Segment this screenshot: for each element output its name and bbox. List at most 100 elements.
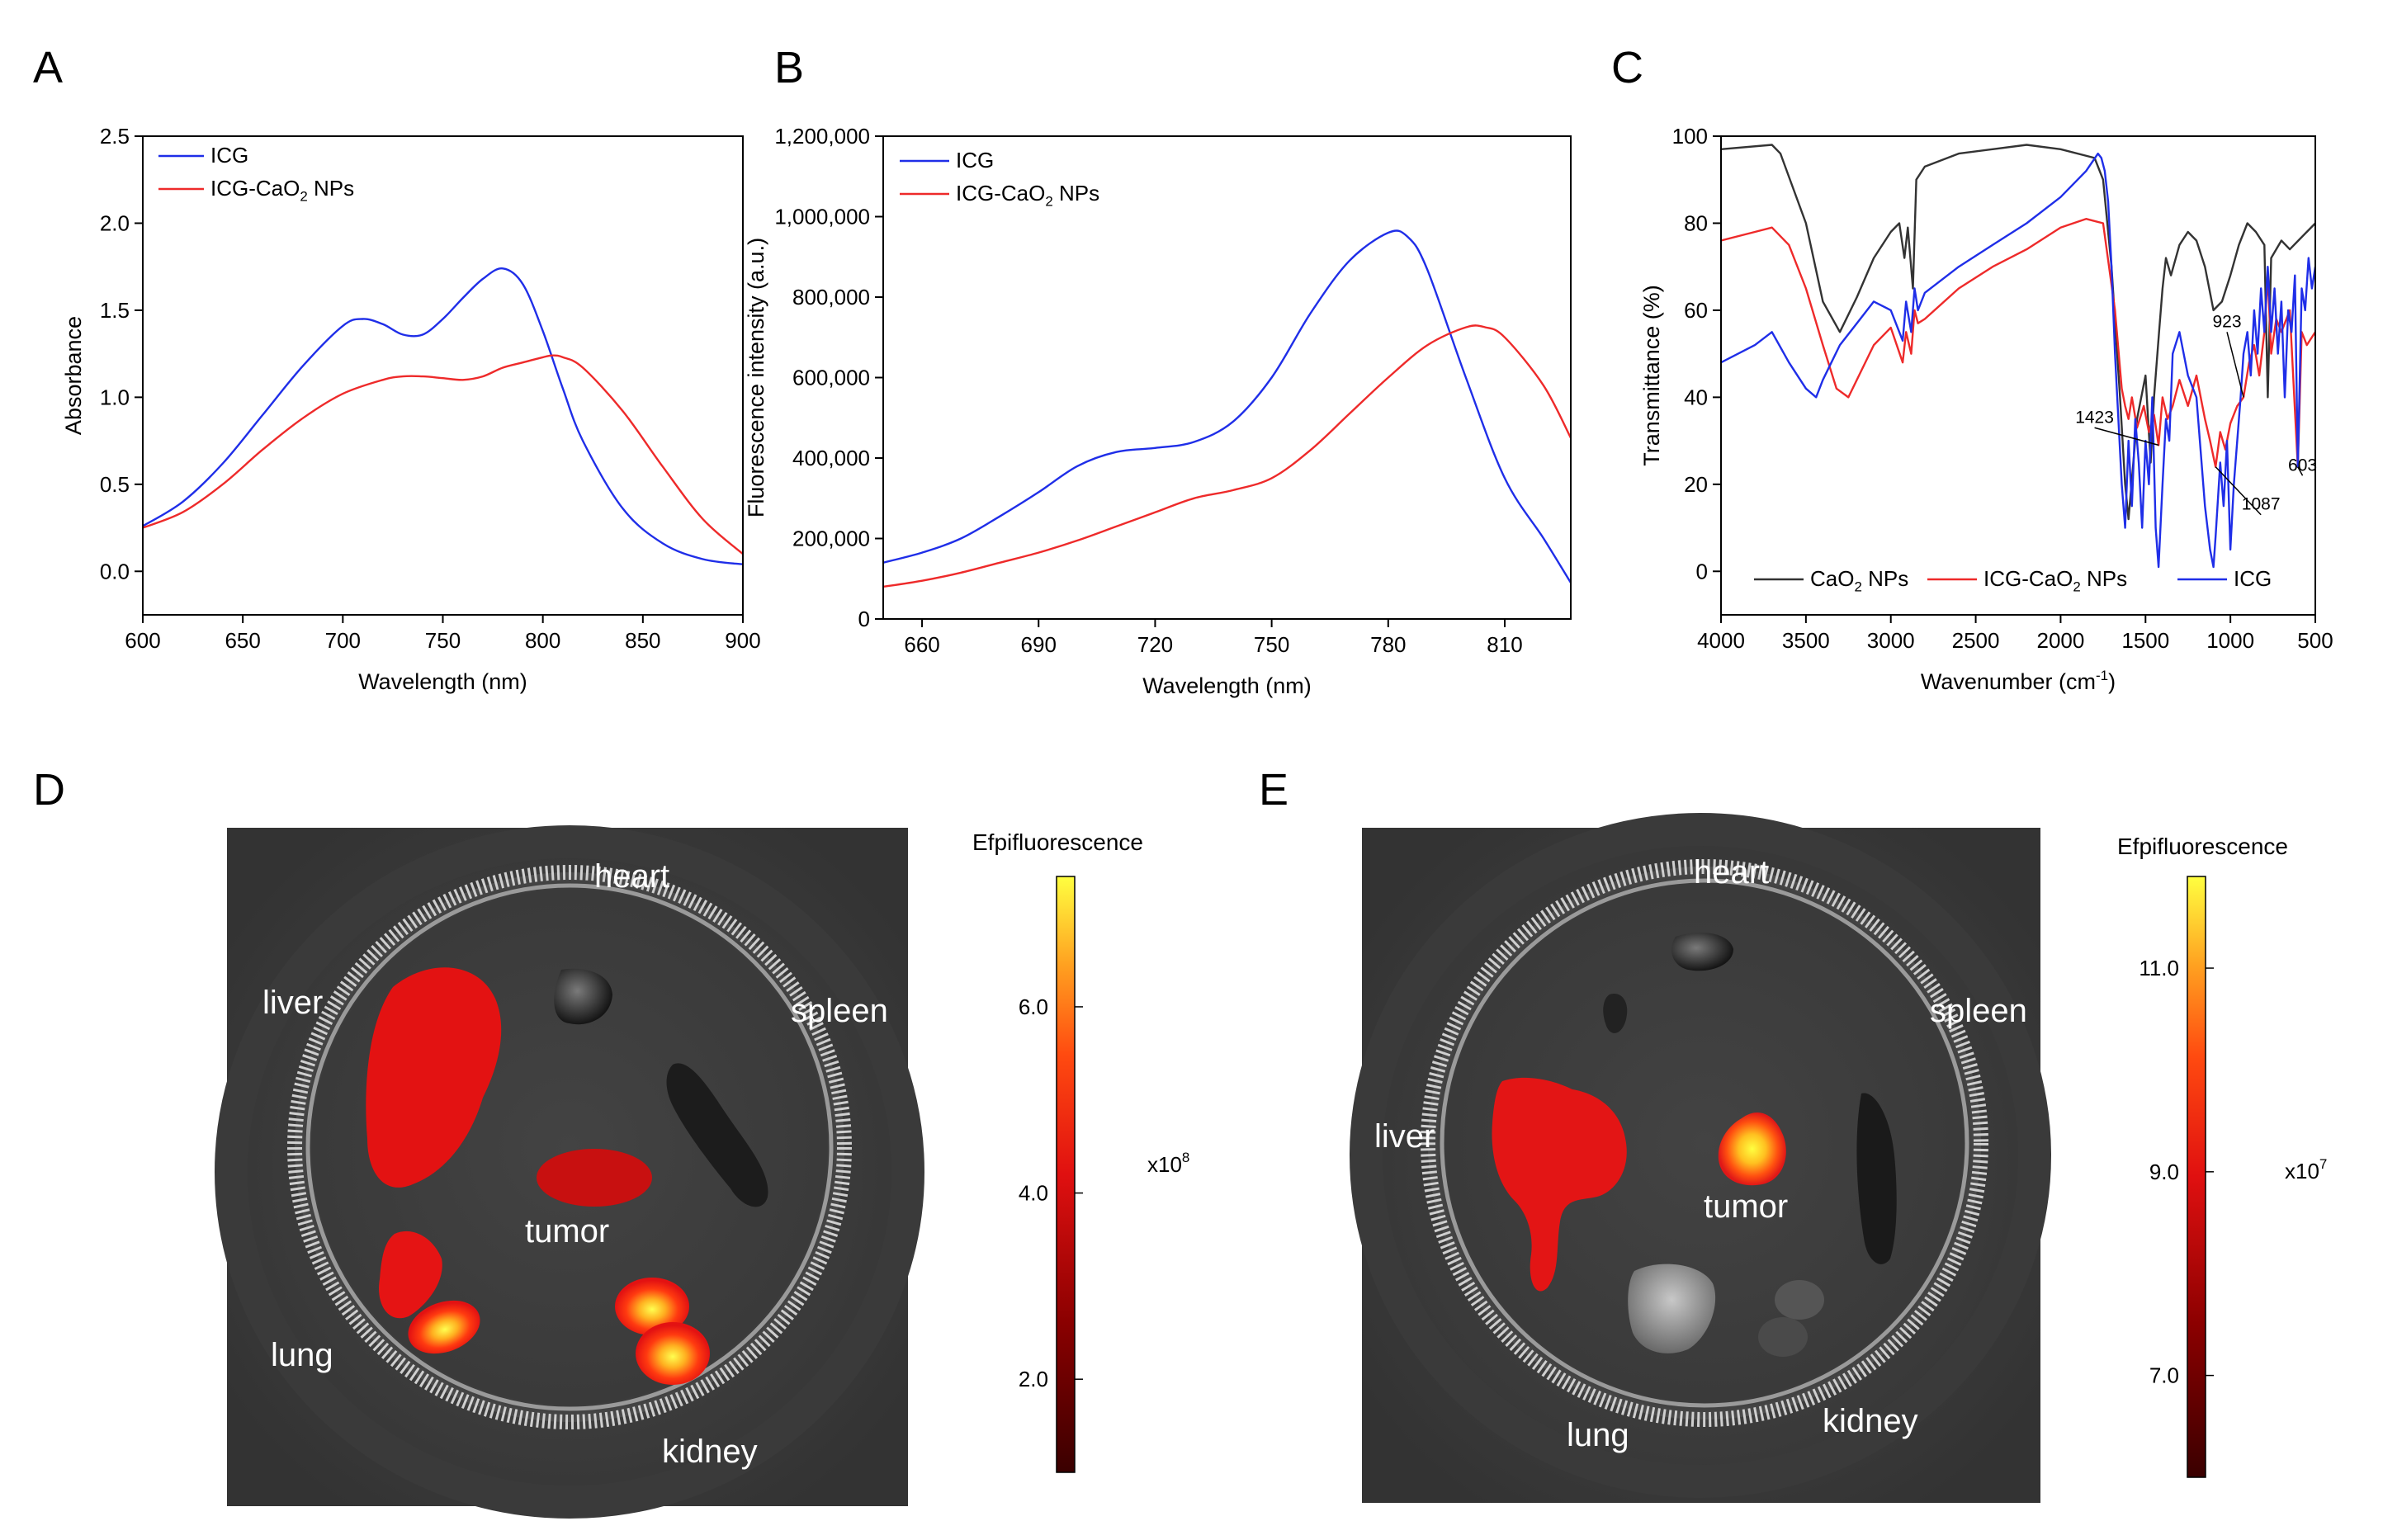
liver-d [366, 967, 502, 1188]
organ-label-lung-d: lung [271, 1337, 333, 1373]
y-tick-label: 1,200,000 [774, 124, 870, 149]
lung-e [1628, 1264, 1716, 1353]
spleen-e [1856, 1093, 1897, 1264]
annotation-leader [2215, 466, 2262, 516]
series-line-1 [1721, 218, 2315, 468]
x-tick-label: 2500 [1952, 628, 2000, 653]
y-tick-label: 0.5 [100, 472, 130, 497]
plot-frame [142, 135, 744, 616]
y-axis-label: Absorbance [61, 316, 86, 435]
organ-label-tumor-d: tumor [525, 1213, 609, 1249]
colorbar-title-d: Efpifluorescence [972, 829, 1143, 855]
y-tick-label: 1.0 [100, 385, 130, 409]
organ-label-liver-e: liver [1374, 1118, 1435, 1155]
x-tick-label: 650 [225, 628, 260, 653]
organ-label-lung-e: lung [1567, 1417, 1629, 1453]
panel-letter-e: E [1259, 765, 1288, 815]
colorbar-tick-label: 6.0 [1019, 994, 1048, 1019]
x-axis-label: Wavelength (nm) [358, 669, 527, 694]
series-line-0 [1721, 144, 2315, 521]
y-tick-label: 0 [858, 607, 870, 631]
panel-letter-b: B [774, 43, 804, 92]
y-tick-label: 1,000,000 [774, 205, 870, 229]
y-axis-label: Fluorescence intensity (a.u.) [744, 238, 768, 517]
annotation-label: 603 [2288, 456, 2317, 475]
series-group [883, 229, 1571, 588]
x-axis-label: Wavelength (nm) [1142, 673, 1312, 698]
legend-label: CaO2 NPs [1810, 566, 1908, 595]
organ-label-heart-e: heart [1694, 854, 1769, 890]
x-tick-label: 660 [904, 632, 939, 657]
plot-frame [1720, 135, 2316, 616]
y-tick-label: 800,000 [792, 285, 870, 309]
tumor-e [1718, 1112, 1786, 1186]
y-tick-label: 40 [1684, 385, 1708, 409]
annotation-leader [2226, 332, 2244, 398]
organ-label-spleen-e: spleen [1930, 993, 2027, 1029]
heart-e [1671, 933, 1733, 971]
petri-dish-edge [305, 883, 834, 1411]
colorbar-tick-label: 4.0 [1019, 1181, 1048, 1206]
organ-label-kidney-e: kidney [1823, 1403, 1918, 1439]
colorbar-tick-label: 2.0 [1019, 1367, 1048, 1391]
panel-letter-a: A [33, 43, 63, 92]
series-line-0 [883, 229, 1571, 583]
petri-dish-rim [1421, 859, 1988, 1427]
chart-fluorescence: 660 690 720 750 780 810 0 200,000 400,000 600,000… [744, 124, 1572, 698]
y-tick-label: 1.5 [100, 298, 130, 323]
plot-frame [882, 135, 1572, 620]
petri-dish-edge [1440, 878, 1969, 1408]
colorbar-multiplier-e: x107 [2285, 1156, 2327, 1183]
colorbar-gradient-e [2187, 876, 2206, 1478]
x-tick-label: 2000 [2037, 628, 2085, 653]
x-tick-label: 600 [125, 628, 160, 653]
legend-label: ICG-CaO2 NPs [210, 176, 354, 205]
x-tick-label: 800 [525, 628, 560, 653]
annotation-label: 1423 [2075, 408, 2114, 427]
series-group [143, 267, 743, 565]
x-tick-label: 850 [625, 628, 660, 653]
y-tick-label: 20 [1684, 472, 1708, 497]
series-line-1 [143, 354, 743, 555]
series-group [1721, 144, 2315, 569]
kidney-e-lower [1758, 1317, 1808, 1357]
chart-absorbance: 600 650 700 750 800 850 900 0.0 0.5 1.0 1.5 2.0 2.5 W… [61, 124, 761, 694]
x-tick-label: 1000 [2206, 628, 2254, 653]
colorbar-multiplier-d: x108 [1147, 1150, 1189, 1177]
colorbar-tick-label: 7.0 [2149, 1363, 2179, 1388]
panel-letter-c: C [1611, 43, 1643, 92]
organ-label-tumor-e: tumor [1704, 1188, 1788, 1225]
x-tick-label: 750 [1254, 632, 1289, 657]
spleen-small-e [1603, 994, 1628, 1033]
annotation-label: 1087 [2242, 495, 2281, 514]
heart-d [554, 968, 612, 1025]
series-line-1 [883, 324, 1571, 588]
liver-e [1492, 1077, 1627, 1292]
panel-letter-d: D [33, 765, 65, 815]
y-tick-label: 80 [1684, 210, 1708, 235]
legend-label: ICG [2234, 566, 2272, 591]
x-tick-label: 690 [1021, 632, 1057, 657]
y-tick-label: 60 [1684, 298, 1708, 323]
y-tick-label: 0.0 [100, 559, 130, 583]
x-tick-label: 1500 [2121, 628, 2169, 653]
y-tick-label: 100 [1672, 124, 1708, 149]
kidney-d-upper [615, 1278, 689, 1335]
y-tick-label: 200,000 [792, 527, 870, 551]
fluorescence-image-d: heart liver spleen tumor lung kidney [215, 825, 924, 1519]
legend-label: ICG [956, 148, 994, 172]
fluorescence-image-e: heart spleen liver tumor lung kidney [1350, 813, 2051, 1503]
y-tick-label: 0 [1696, 559, 1708, 583]
x-tick-label: 750 [425, 628, 461, 653]
kidney-e-upper [1775, 1280, 1824, 1320]
y-tick-label: 2.0 [100, 210, 130, 235]
tumor-d [537, 1149, 652, 1207]
annotation-label: 923 [2213, 312, 2242, 331]
y-tick-label: 400,000 [792, 446, 870, 470]
x-tick-label: 3000 [1867, 628, 1915, 653]
x-tick-label: 700 [325, 628, 361, 653]
y-tick-label: 2.5 [100, 124, 130, 149]
colorbar-e: Efpifluorescence x107 11.0 9.0 7.0 [2117, 834, 2327, 1478]
x-tick-label: 720 [1137, 632, 1173, 657]
